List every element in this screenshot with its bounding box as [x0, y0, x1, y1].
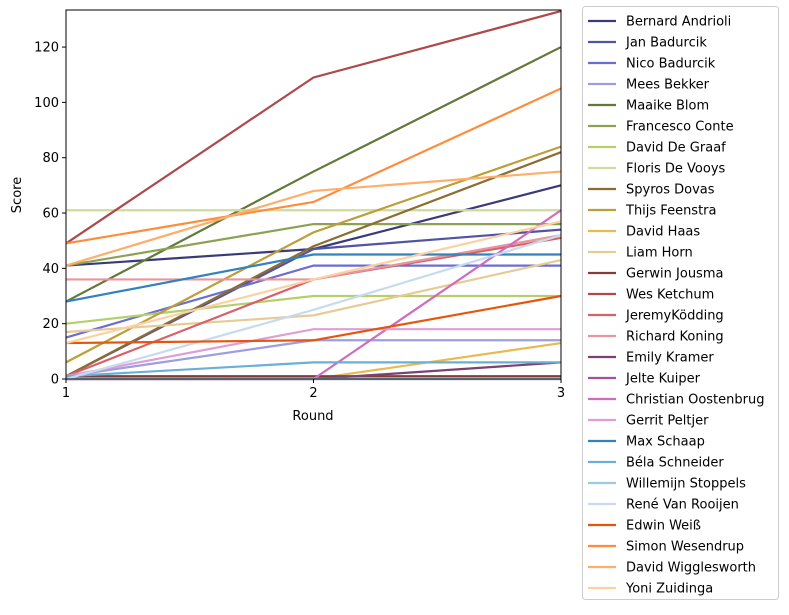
legend-entry: Nico Badurcik — [588, 57, 716, 72]
legend-label: Liam Horn — [626, 246, 693, 261]
legend-label: David Wigglesworth — [626, 561, 756, 576]
legend-label: Floris De Vooys — [626, 162, 726, 177]
legend-entry: Christian Oostenbrug — [588, 393, 764, 408]
legend-entry: Willemijn Stoppels — [588, 477, 746, 492]
y-tick-label: 100 — [34, 96, 59, 111]
legend-entry: Yoni Zuidinga — [588, 582, 713, 597]
series-line — [65, 87, 562, 245]
legend-entry: JeremyKödding — [588, 309, 724, 324]
legend-label: Richard Koning — [626, 330, 724, 345]
series-line — [65, 170, 562, 267]
legend-entry: Emily Kramer — [588, 351, 714, 366]
legend-frame — [582, 6, 779, 600]
legend-entry: David De Graaf — [588, 141, 726, 156]
legend-entry: Jan Badurcik — [588, 36, 707, 51]
legend-entry: Simon Wesendrup — [588, 540, 744, 555]
legend-label: Gerrit Peltjer — [626, 414, 709, 429]
legend-label: Bernard Andrioli — [626, 15, 731, 30]
legend-entry: Mees Bekker — [588, 78, 710, 93]
legend-entry: Gerwin Jousma — [588, 267, 723, 282]
legend-label: Béla Schneider — [626, 456, 724, 471]
y-tick-label: 120 — [34, 41, 59, 56]
legend-entry: Francesco Conte — [588, 120, 734, 135]
legend-label: David Haas — [626, 225, 700, 240]
legend-entry: Bernard Andrioli — [588, 15, 731, 30]
legend-entry: Béla Schneider — [588, 456, 724, 471]
y-tick-label: 0 — [51, 373, 59, 388]
legend-label: Gerwin Jousma — [626, 267, 723, 282]
legend-label: Jelte Kuiper — [625, 372, 701, 387]
legend-entry: Richard Koning — [588, 330, 724, 345]
legend-entry: Edwin Weiß — [588, 519, 701, 534]
legend-entry: René Van Rooijen — [588, 498, 739, 513]
legend-entry: Gerrit Peltjer — [588, 414, 709, 429]
legend-label: Max Schaap — [626, 435, 705, 450]
legend-entry: Thijs Feenstra — [588, 204, 717, 219]
y-tick-label: 20 — [42, 317, 59, 332]
legend-label: Wes Ketchum — [626, 288, 714, 303]
legend-label: Jan Badurcik — [625, 36, 707, 51]
legend-label: Emily Kramer — [626, 351, 714, 366]
legend-label: JeremyKödding — [625, 309, 724, 324]
legend-label: Thijs Feenstra — [625, 204, 717, 219]
series-line — [65, 361, 561, 378]
series-line — [65, 234, 562, 381]
legend-label: Yoni Zuidinga — [625, 582, 713, 597]
legend-entry: Liam Horn — [588, 246, 693, 261]
legend-label: Nico Badurcik — [626, 57, 716, 72]
legend-entry: Spyros Dovas — [588, 183, 715, 198]
x-tick-label: 1 — [62, 386, 70, 401]
legend-entry: Max Schaap — [588, 435, 705, 450]
y-tick-label: 60 — [42, 207, 59, 222]
y-tick-label: 40 — [42, 262, 59, 277]
y-tick-label: 80 — [42, 151, 59, 166]
y-axis-label: Score — [10, 177, 25, 213]
legend-label: Maaike Blom — [626, 99, 709, 114]
legend-label: René Van Rooijen — [626, 498, 739, 513]
series-lines — [65, 10, 562, 381]
legend-entry: Floris De Vooys — [588, 162, 726, 177]
legend-label: Edwin Weiß — [626, 519, 701, 534]
series-line — [65, 253, 561, 303]
series-line — [65, 145, 562, 364]
series-line — [65, 258, 562, 334]
series-line — [65, 294, 562, 345]
series-line — [65, 222, 561, 267]
legend-label: Mees Bekker — [626, 78, 710, 93]
legend-label: Willemijn Stoppels — [626, 477, 746, 492]
legend-label: Francesco Conte — [626, 120, 734, 135]
legend-entry: Jelte Kuiper — [588, 372, 701, 387]
series-line — [65, 294, 561, 325]
series-line — [65, 10, 562, 245]
legend-label: David De Graaf — [626, 141, 726, 156]
legend-entry: David Wigglesworth — [588, 561, 756, 576]
legend-label: Simon Wesendrup — [626, 540, 744, 555]
series-line — [65, 46, 562, 303]
series-line — [65, 328, 561, 378]
series-line — [65, 220, 562, 345]
legend-entry: David Haas — [588, 225, 700, 240]
legend-label: Spyros Dovas — [626, 183, 715, 198]
x-tick-label: 3 — [557, 386, 565, 401]
x-tick-label: 2 — [309, 386, 317, 401]
y-axis-ticks: 0 20 40 60 80 100 120 — [34, 41, 66, 388]
legend-label: Christian Oostenbrug — [626, 393, 764, 408]
series-line — [65, 151, 562, 378]
x-axis-label: Round — [292, 409, 333, 424]
x-axis-ticks: 1 2 3 — [62, 379, 565, 401]
legend-entry: Wes Ketchum — [588, 288, 714, 303]
legend-entry: Maaike Blom — [588, 99, 709, 114]
legend: Bernard Andrioli Jan Badurcik Nico Badurci… — [582, 6, 779, 600]
